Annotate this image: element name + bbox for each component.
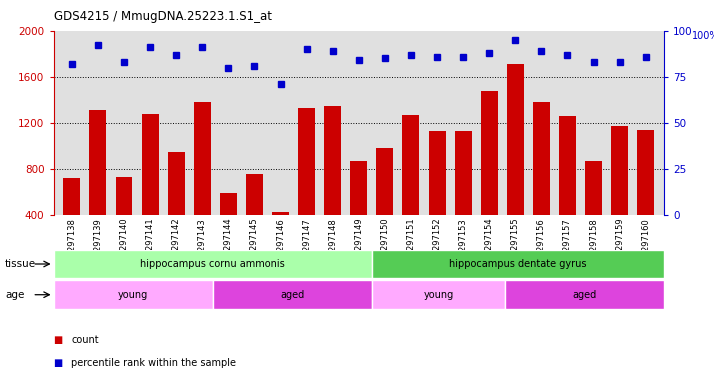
Bar [64,178,80,261]
Bar [559,116,576,261]
Bar [89,110,106,261]
Text: GDS4215 / MmugDNA.25223.1.S1_at: GDS4215 / MmugDNA.25223.1.S1_at [54,10,271,23]
Text: percentile rank within the sample: percentile rank within the sample [71,358,236,368]
Text: tissue: tissue [5,259,36,269]
Text: young: young [118,290,149,300]
Bar [324,106,341,261]
Bar [455,131,472,261]
Bar [54,280,213,309]
Bar [505,280,664,309]
Bar [272,212,289,261]
Bar [638,130,654,261]
Text: aged: aged [281,290,305,300]
Bar [168,152,185,261]
Text: hippocampus cornu ammonis: hippocampus cornu ammonis [141,259,285,269]
Bar [351,161,367,261]
Bar [376,148,393,261]
Bar [533,102,550,261]
Bar [585,161,602,261]
Bar [372,250,664,278]
Text: count: count [71,335,99,345]
Text: aged: aged [572,290,596,300]
Text: hippocampus dentate gyrus: hippocampus dentate gyrus [449,259,587,269]
Bar [54,250,372,278]
Text: 100%: 100% [691,31,714,41]
Bar [193,102,211,261]
Bar [507,64,524,261]
Bar [372,280,505,309]
Text: young: young [423,290,453,300]
Bar [481,91,498,261]
Text: age: age [5,290,24,300]
Bar [220,193,237,261]
Bar [141,114,159,261]
Bar [611,126,628,261]
Text: ■: ■ [54,335,63,345]
Bar [116,177,133,261]
Bar [403,115,419,261]
Bar [298,108,315,261]
Bar [428,131,446,261]
Bar [246,174,263,261]
Text: ■: ■ [54,358,63,368]
Bar [213,280,372,309]
